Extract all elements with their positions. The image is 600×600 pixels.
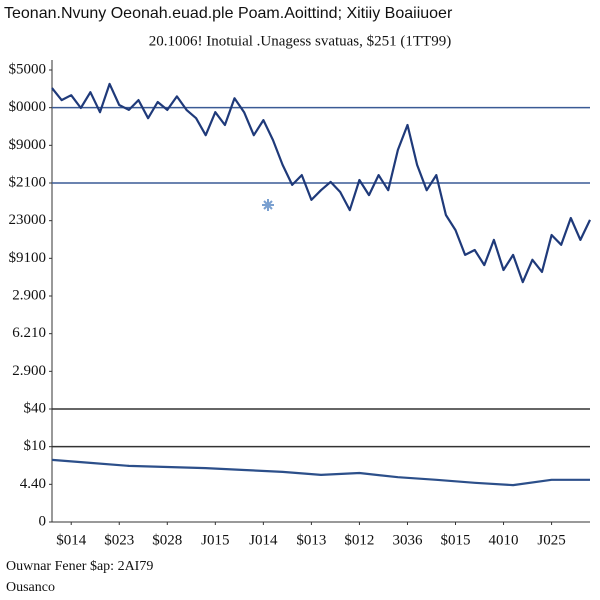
- y-tick-label: $9000: [9, 137, 47, 153]
- series-line: [51, 82, 591, 284]
- y-tick-label: 4.40: [20, 476, 46, 492]
- chart-subtitle: 20.1006! Inotuial .Unagess svatuas, $251…: [149, 33, 451, 49]
- x-tick-label: $012: [344, 532, 374, 548]
- x-tick-label: 4010: [489, 532, 519, 548]
- y-tick-label: $2100: [9, 174, 47, 190]
- x-tick-label: $014: [56, 532, 87, 548]
- x-tick-label: J014: [249, 532, 278, 548]
- x-tick-label: $023: [104, 532, 134, 548]
- x-tick-label: $015: [441, 532, 471, 548]
- y-tick-label: $0000: [9, 99, 47, 115]
- x-tick-label: $028: [152, 532, 182, 548]
- x-tick-label: J015: [201, 532, 229, 548]
- x-tick-label: J025: [537, 532, 565, 548]
- footer-note: Ouwnar Fener $ap: 2AI79: [6, 559, 153, 574]
- marker-icon: [262, 199, 274, 211]
- y-tick-label: 2.900: [12, 363, 46, 379]
- x-tick-label: 3036: [392, 532, 423, 548]
- series-line: [51, 458, 590, 487]
- y-tick-label: 6.210: [12, 325, 46, 341]
- footer-note: Ousanco: [6, 580, 55, 595]
- chart-title: Teonan.Nvuny Oeonah.euad.ple Poam.Aoitti…: [4, 5, 453, 22]
- y-tick-label: $5000: [9, 61, 47, 77]
- y-tick-label: $40: [24, 400, 47, 416]
- y-tick-label: 2.900: [12, 287, 46, 303]
- y-tick-label: 23000: [9, 212, 47, 228]
- x-tick-label: $013: [296, 532, 326, 548]
- y-tick-label: $10: [24, 438, 47, 454]
- y-tick-label: 0: [39, 513, 47, 529]
- y-tick-label: $9100: [9, 250, 47, 266]
